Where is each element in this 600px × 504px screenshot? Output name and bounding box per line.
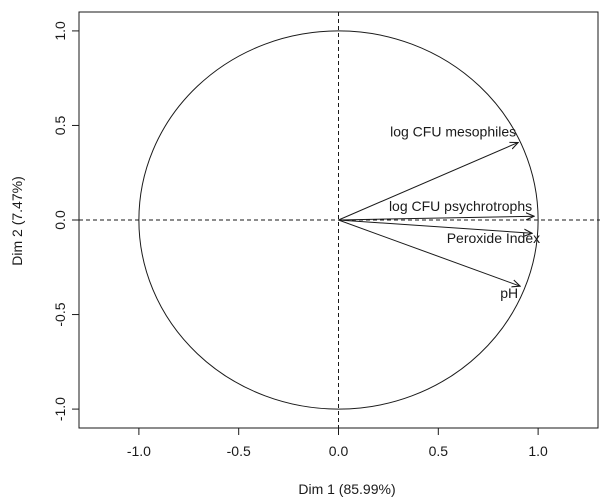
variable-arrow bbox=[338, 216, 535, 221]
y-tick-label: 0.5 bbox=[52, 116, 68, 136]
variable-arrow bbox=[338, 142, 519, 221]
x-tick-label: 0.0 bbox=[329, 443, 349, 459]
y-tick-label: -1.0 bbox=[52, 397, 68, 421]
x-tick-label: 1.0 bbox=[528, 443, 548, 459]
variable-label: log CFU mesophiles bbox=[390, 123, 516, 139]
y-tick-label: 1.0 bbox=[52, 21, 68, 41]
variable-arrow bbox=[338, 219, 533, 233]
x-axis-label: Dim 1 (85.99%) bbox=[298, 481, 395, 497]
y-tick-label: -0.5 bbox=[52, 302, 68, 326]
x-tick-label: -1.0 bbox=[127, 443, 151, 459]
x-tick-label: 0.5 bbox=[429, 443, 449, 459]
y-axis-label: Dim 2 (7.47%) bbox=[9, 176, 25, 265]
variable-label: pH bbox=[500, 285, 518, 301]
variable-label: log CFU psychrotrophs bbox=[389, 198, 532, 214]
variable-arrow bbox=[338, 219, 521, 286]
variable-label: Peroxide Index bbox=[447, 230, 540, 246]
x-tick-label: -0.5 bbox=[227, 443, 251, 459]
plot-area: -1.0 -0.5 0.0 0.5 1.0 -1.0 -0.5 0.0 0.5 1.0 log CF… bbox=[52, 11, 600, 459]
y-tick-label: 0.0 bbox=[52, 210, 68, 230]
